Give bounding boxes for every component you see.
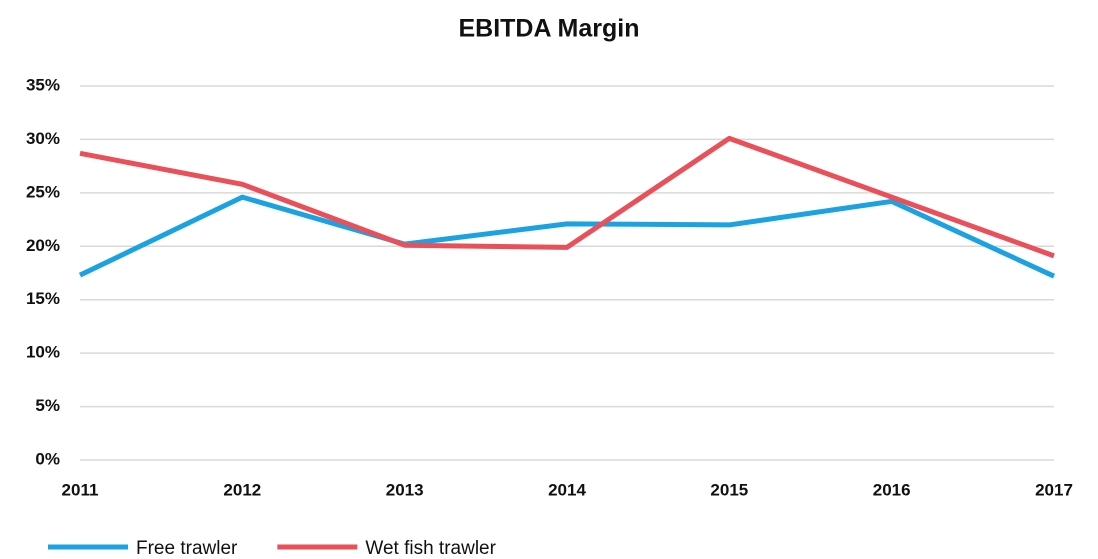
y-tick-label: 35% [26,75,60,94]
x-tick-label: 2017 [1035,480,1073,499]
x-tick-label: 2016 [873,480,911,499]
data-line [78,194,1056,279]
x-tick-label: 2012 [223,480,261,499]
y-tick-label: 30% [26,129,60,148]
chart-title: EBITDA Margin [458,15,639,43]
y-tick-label: 10% [26,343,60,362]
x-tick-label: 2014 [548,480,586,499]
y-tick-label: 20% [26,236,60,255]
x-tick-label: 2015 [710,480,748,499]
y-tick-label: 25% [26,182,60,201]
y-tick-label: 0% [35,449,60,468]
x-tick-label: 2013 [386,480,424,499]
y-tick-label: 5% [35,396,60,415]
data-line [79,135,1055,259]
legend-label: Wet fish trawler [365,538,496,559]
y-tick-label: 15% [26,289,60,308]
x-tick-label: 2011 [62,480,99,499]
legend-label: Free trawler [136,538,238,559]
